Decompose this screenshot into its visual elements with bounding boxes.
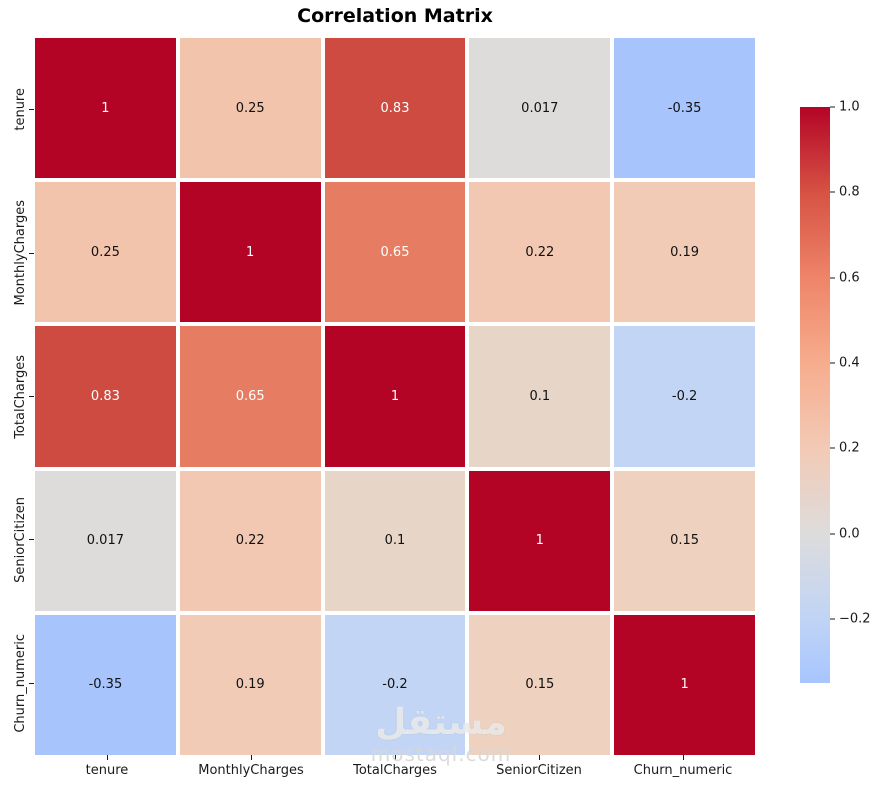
colorbar-tick-label: 0.0 bbox=[839, 526, 860, 542]
heatmap-cell: -0.35 bbox=[35, 614, 176, 755]
colorbar-tick-mark bbox=[830, 191, 835, 193]
x-axis-ticks bbox=[35, 755, 755, 761]
y-tick-mark bbox=[29, 682, 34, 684]
y-axis-label: Churn_numeric bbox=[13, 634, 28, 733]
heatmap-cell: 1 bbox=[469, 470, 611, 611]
x-tick-mark bbox=[394, 755, 396, 760]
x-tick-mark bbox=[106, 755, 108, 760]
heatmap-cell: 0.83 bbox=[35, 326, 176, 467]
colorbar-tick: 1.0 bbox=[830, 100, 860, 115]
colorbar-tick-label: 0.2 bbox=[839, 440, 860, 456]
colorbar-tick: 0.6 bbox=[830, 270, 860, 285]
x-axis-labels: tenure MonthlyCharges TotalCharges SeniorCi… bbox=[35, 763, 755, 778]
y-axis-label: SeniorCitizen bbox=[13, 496, 28, 583]
heatmap-cell: 1 bbox=[35, 38, 176, 179]
colorbar-tick-mark bbox=[830, 277, 835, 279]
heatmap-cell: 1 bbox=[179, 182, 321, 323]
y-axis-labels: tenure MonthlyCharges TotalCharges SeniorCi… bbox=[0, 38, 28, 755]
heatmap-cell: -0.2 bbox=[324, 614, 466, 755]
x-axis-label: TotalCharges bbox=[353, 763, 437, 778]
heatmap-cell: 0.1 bbox=[324, 470, 466, 611]
colorbar-tick: −0.2 bbox=[830, 612, 871, 627]
colorbar-ticks: 1.0 0.8 0.6 0.4 0.2 0.0 −0.2 bbox=[830, 100, 883, 683]
colorbar-tick-label: 0.4 bbox=[839, 355, 860, 371]
x-tick-mark bbox=[682, 755, 684, 760]
heatmap-cell: 0.017 bbox=[35, 470, 176, 611]
colorbar bbox=[800, 107, 830, 683]
x-axis-label: SeniorCitizen bbox=[496, 763, 582, 778]
colorbar-tick-mark bbox=[830, 447, 835, 449]
heatmap-cell: 0.19 bbox=[614, 182, 755, 323]
heatmap-cell: 0.25 bbox=[35, 182, 176, 323]
heatmap-cell: 0.1 bbox=[469, 326, 611, 467]
heatmap-cell: 0.65 bbox=[179, 326, 321, 467]
colorbar-tick: 0.8 bbox=[830, 185, 860, 200]
heatmap-cell: 0.25 bbox=[179, 38, 321, 179]
heatmap-cell: 0.15 bbox=[614, 470, 755, 611]
y-tick-mark bbox=[29, 109, 34, 111]
y-tick-mark bbox=[29, 396, 34, 398]
colorbar-tick: 0.0 bbox=[830, 526, 860, 541]
y-axis-label: MonthlyCharges bbox=[13, 200, 28, 306]
colorbar-tick-mark bbox=[830, 618, 835, 620]
y-axis-label: TotalCharges bbox=[13, 354, 28, 439]
heatmap-cell: -0.2 bbox=[614, 326, 755, 467]
heatmap-cell: 0.83 bbox=[324, 38, 466, 179]
heatmap-cell: 0.65 bbox=[324, 182, 466, 323]
heatmap-cell: 0.19 bbox=[179, 614, 321, 755]
colorbar-tick-mark bbox=[830, 362, 835, 364]
heatmap-cell: 0.15 bbox=[469, 614, 611, 755]
colorbar-tick-label: 0.8 bbox=[839, 184, 860, 200]
y-axis-label: tenure bbox=[13, 88, 28, 132]
y-axis-ticks bbox=[29, 38, 35, 755]
y-tick-mark bbox=[29, 539, 34, 541]
colorbar-tick: 0.2 bbox=[830, 441, 860, 456]
colorbar-tick-label: 1.0 bbox=[839, 99, 860, 115]
x-tick-mark bbox=[250, 755, 252, 760]
y-tick-mark bbox=[29, 252, 34, 254]
x-axis-label: Churn_numeric bbox=[633, 763, 733, 778]
heatmap-cell: -0.35 bbox=[614, 38, 755, 179]
heatmap-cell: 1 bbox=[324, 326, 466, 467]
x-tick-mark bbox=[538, 755, 540, 760]
heatmap-cell: 0.22 bbox=[469, 182, 611, 323]
chart-title: Correlation Matrix bbox=[297, 5, 493, 27]
heatmap-cell: 0.22 bbox=[179, 470, 321, 611]
colorbar-tick-mark bbox=[830, 533, 835, 535]
x-axis-label: MonthlyCharges bbox=[198, 763, 304, 778]
heatmap-cell: 0.017 bbox=[469, 38, 611, 179]
heatmap: 1 0.25 0.83 0.017 -0.35 0.25 1 0.65 0.22 0.19 0.83… bbox=[35, 38, 755, 755]
colorbar-tick-mark bbox=[830, 106, 835, 108]
colorbar-tick-label: 0.6 bbox=[839, 270, 860, 286]
heatmap-cell: 1 bbox=[614, 614, 755, 755]
x-axis-label: tenure bbox=[85, 763, 129, 778]
colorbar-tick: 0.4 bbox=[830, 356, 860, 371]
colorbar-tick-label: −0.2 bbox=[839, 611, 871, 627]
